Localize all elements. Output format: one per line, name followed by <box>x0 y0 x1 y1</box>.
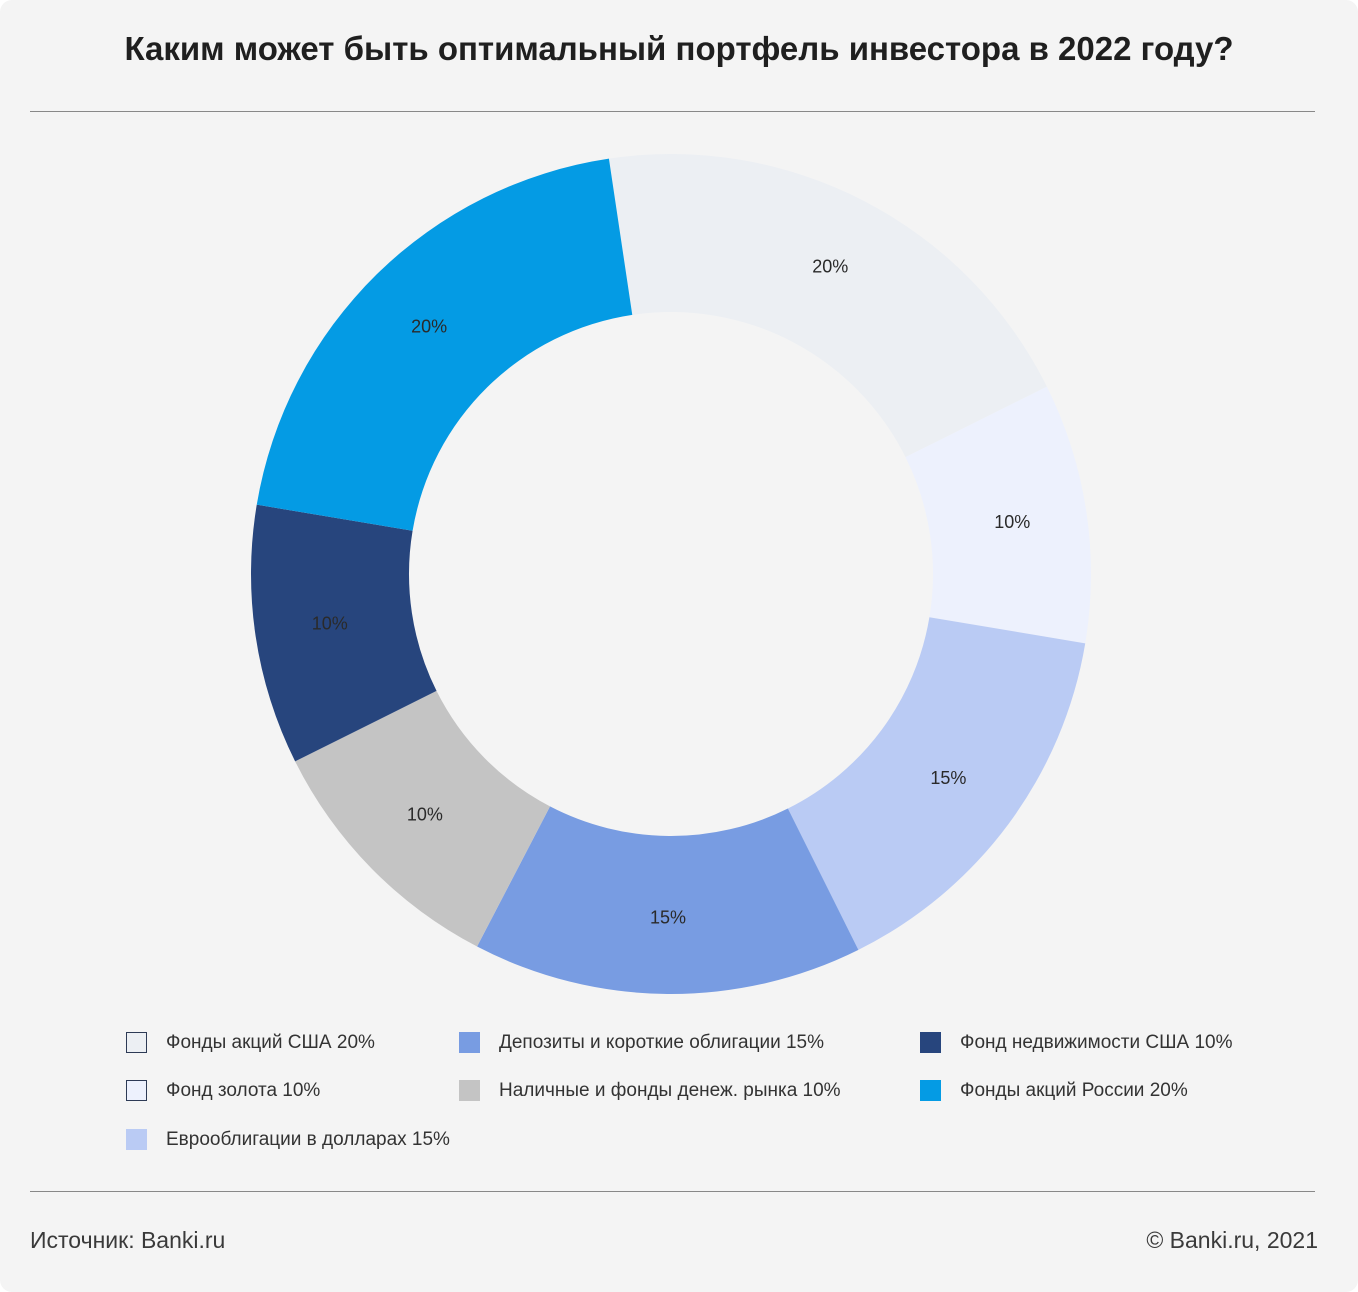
legend-label: Еврооблигации в долларах 15% <box>166 1129 450 1150</box>
slice-value-label: 15% <box>650 908 686 928</box>
slice-value-label: 15% <box>930 768 966 788</box>
legend-swatch <box>126 1080 147 1101</box>
chart-title: Каким может быть оптимальный портфель ин… <box>124 30 1234 67</box>
donut-slice <box>787 617 1086 950</box>
donut-slice <box>250 504 437 762</box>
donut-slice <box>477 806 859 995</box>
legend-label: Фонд недвижимости США 10% <box>960 1032 1233 1053</box>
legend-label: Фонды акций России 20% <box>960 1080 1188 1101</box>
slice-value-label: 10% <box>994 512 1030 532</box>
legend-swatch <box>126 1032 147 1053</box>
legend-swatch <box>459 1080 480 1101</box>
legend-swatch <box>920 1080 941 1101</box>
legend-swatch <box>126 1129 147 1150</box>
slice-value-label: 10% <box>407 805 443 825</box>
donut-chart: 20% 10% 15% 15% 10% 10% 20% <box>250 154 1091 995</box>
legend-label: Наличные и фонды денеж. рынка 10% <box>499 1080 841 1101</box>
donut-slice <box>256 158 633 531</box>
legend-swatch <box>920 1032 941 1053</box>
donut-slice <box>905 386 1091 644</box>
legend-label: Депозиты и короткие облигации 15% <box>499 1032 825 1053</box>
slice-value-label: 10% <box>312 614 348 634</box>
legend-label: Фонд золота 10% <box>166 1080 321 1101</box>
donut-slice <box>295 690 551 947</box>
bottom-divider <box>30 1191 1315 1192</box>
source-note: Источник: Banki.ru <box>30 1227 226 1253</box>
slice-value-label: 20% <box>812 257 848 277</box>
slice-value-label: 20% <box>411 317 447 337</box>
copyright-note: © Banki.ru, 2021 <box>1146 1227 1318 1253</box>
top-divider <box>30 111 1315 112</box>
legend-swatch <box>459 1032 480 1053</box>
legend-label: Фонды акций США 20% <box>166 1032 375 1053</box>
donut-slice <box>608 154 1047 458</box>
